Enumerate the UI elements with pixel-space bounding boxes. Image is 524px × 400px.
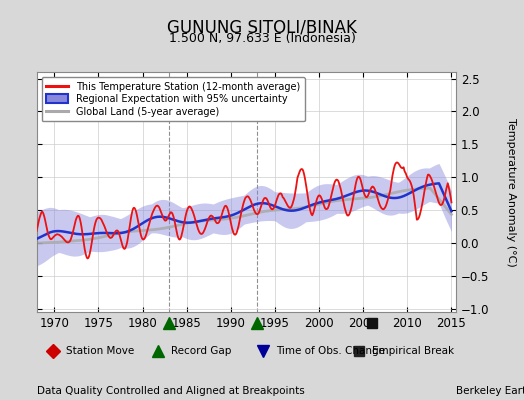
Text: GUNUNG SITOLI/BINAK: GUNUNG SITOLI/BINAK xyxy=(167,18,357,36)
Text: 1.500 N, 97.633 E (Indonesia): 1.500 N, 97.633 E (Indonesia) xyxy=(169,32,355,45)
Text: Berkeley Earth: Berkeley Earth xyxy=(456,386,524,396)
Text: Record Gap: Record Gap xyxy=(171,346,231,356)
Legend: This Temperature Station (12-month average), Regional Expectation with 95% uncer: This Temperature Station (12-month avera… xyxy=(41,77,304,122)
Y-axis label: Temperature Anomaly (°C): Temperature Anomaly (°C) xyxy=(506,118,516,266)
Text: Station Move: Station Move xyxy=(66,346,134,356)
Text: Empirical Break: Empirical Break xyxy=(372,346,454,356)
Text: Data Quality Controlled and Aligned at Breakpoints: Data Quality Controlled and Aligned at B… xyxy=(37,386,304,396)
Text: Time of Obs. Change: Time of Obs. Change xyxy=(276,346,385,356)
